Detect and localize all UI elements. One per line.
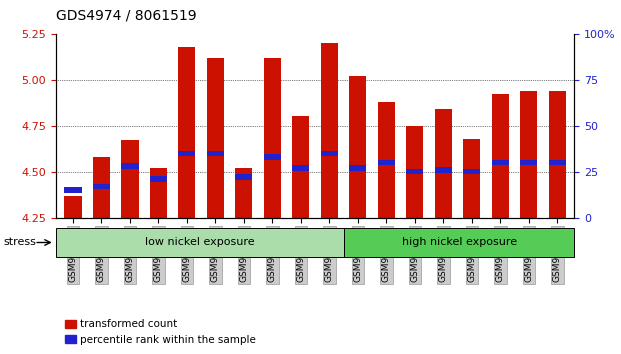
Bar bbox=[93, 157, 110, 218]
Bar bbox=[463, 138, 481, 218]
Bar bbox=[150, 168, 167, 218]
Bar bbox=[549, 160, 566, 165]
Bar bbox=[207, 58, 224, 218]
Bar bbox=[435, 167, 452, 173]
Legend: transformed count, percentile rank within the sample: transformed count, percentile rank withi… bbox=[61, 315, 260, 349]
Bar bbox=[65, 187, 81, 193]
Text: GDS4974 / 8061519: GDS4974 / 8061519 bbox=[56, 9, 196, 23]
Text: low nickel exposure: low nickel exposure bbox=[145, 238, 255, 247]
Bar bbox=[492, 160, 509, 165]
Bar bbox=[492, 95, 509, 218]
Bar bbox=[264, 154, 281, 160]
Bar bbox=[321, 150, 338, 156]
Bar bbox=[93, 184, 110, 189]
Bar bbox=[65, 196, 81, 218]
Text: high nickel exposure: high nickel exposure bbox=[402, 238, 517, 247]
Bar bbox=[292, 116, 309, 218]
Bar bbox=[463, 169, 481, 175]
Bar bbox=[235, 175, 253, 180]
Bar bbox=[350, 165, 366, 171]
Bar bbox=[292, 165, 309, 171]
Bar bbox=[406, 169, 424, 175]
Bar bbox=[435, 109, 452, 218]
Text: stress: stress bbox=[3, 238, 36, 247]
Bar bbox=[178, 46, 196, 218]
Bar bbox=[378, 102, 395, 218]
Bar bbox=[235, 168, 253, 218]
Bar bbox=[406, 126, 424, 218]
Bar bbox=[207, 150, 224, 156]
Bar bbox=[122, 141, 138, 218]
Bar bbox=[549, 91, 566, 218]
Bar bbox=[378, 160, 395, 165]
Bar bbox=[150, 176, 167, 182]
Bar bbox=[321, 43, 338, 218]
Bar bbox=[122, 164, 138, 169]
Bar bbox=[520, 160, 537, 165]
Bar bbox=[178, 150, 196, 156]
Bar bbox=[264, 58, 281, 218]
Bar bbox=[520, 91, 537, 218]
Bar bbox=[350, 76, 366, 218]
